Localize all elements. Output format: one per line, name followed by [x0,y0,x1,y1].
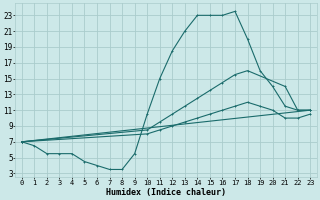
X-axis label: Humidex (Indice chaleur): Humidex (Indice chaleur) [106,188,226,197]
